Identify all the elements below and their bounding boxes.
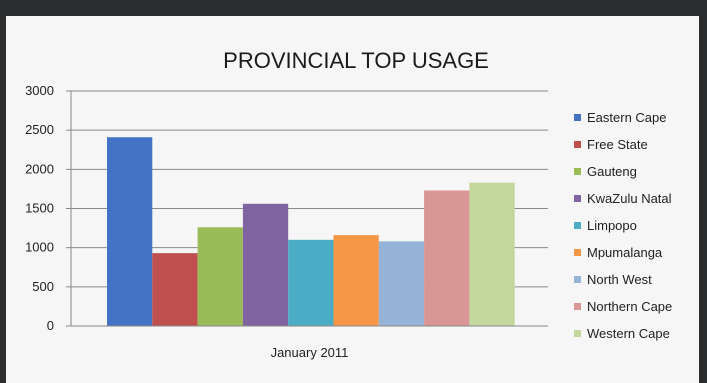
- legend-entry: North West: [587, 272, 652, 287]
- legend-entry: Western Cape: [587, 326, 670, 341]
- chart-title: PROVINCIAL TOP USAGE: [223, 48, 489, 73]
- bar-gauteng: [197, 227, 243, 326]
- bar-limpopo: [288, 239, 334, 326]
- x-tick-label: January 2011: [271, 345, 349, 360]
- legend-swatch: [574, 249, 581, 256]
- legend-swatch: [574, 114, 581, 121]
- bar-free-state: [152, 253, 198, 326]
- legend: Eastern Cape Free State Gauteng KwaZulu Nat…: [574, 110, 672, 341]
- legend-swatch: [574, 222, 581, 229]
- y-tick-label: 2000: [25, 161, 54, 176]
- legend-entry: Northern Cape: [587, 299, 672, 314]
- legend-swatch: [574, 303, 581, 310]
- y-tick-label: 1000: [25, 240, 54, 255]
- y-tick-label: 2500: [25, 122, 54, 137]
- legend-swatch: [574, 141, 581, 148]
- legend-swatch: [574, 330, 581, 337]
- y-tick-label: 1500: [25, 201, 54, 216]
- legend-entry: Free State: [587, 137, 648, 152]
- bars: [107, 137, 515, 326]
- x-axis: January 2011: [71, 325, 548, 360]
- legend-entry: Limpopo: [587, 218, 637, 233]
- y-axis-ticks: 0 500 1000 1500 2000 2500 3000: [25, 83, 72, 333]
- legend-entry: Eastern Cape: [587, 110, 667, 125]
- bar-kwazulu-natal: [242, 203, 289, 326]
- bar-northern-cape: [424, 190, 470, 326]
- legend-swatch: [574, 195, 581, 202]
- y-tick-label: 0: [47, 318, 54, 333]
- legend-swatch: [574, 168, 581, 175]
- legend-entry: KwaZulu Natal: [587, 191, 672, 206]
- chart-panel: PROVINCIAL TOP USAGE 0 500 1000 1500 2000 250…: [6, 16, 699, 383]
- chart: PROVINCIAL TOP USAGE 0 500 1000 1500 2000 250…: [25, 48, 672, 360]
- bar-mpumalanga: [333, 235, 379, 326]
- legend-swatch: [574, 276, 581, 283]
- legend-entry: Gauteng: [587, 164, 637, 179]
- bar-eastern-cape: [107, 137, 153, 326]
- y-tick-label: 3000: [25, 83, 54, 98]
- legend-entry: Mpumalanga: [587, 245, 663, 260]
- bar-western-cape: [469, 182, 515, 326]
- bar-north-west: [378, 241, 425, 326]
- y-tick-label: 500: [32, 279, 54, 294]
